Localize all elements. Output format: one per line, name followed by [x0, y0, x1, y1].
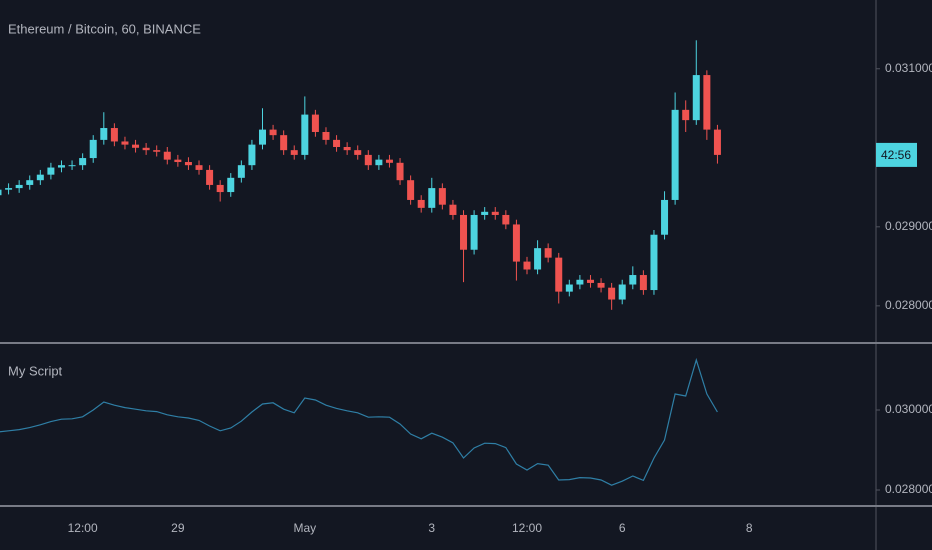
- indicator-title: My Script: [8, 363, 63, 378]
- price-label-box: [876, 142, 917, 167]
- candle-body: [385, 159, 393, 163]
- candle-body: [671, 109, 679, 200]
- y-tick-label: 0.031000: [885, 61, 932, 75]
- candle-body: [449, 204, 457, 215]
- candle-body: [89, 139, 97, 159]
- candle-body: [280, 135, 288, 151]
- candle-body: [121, 141, 129, 145]
- candle-body: [650, 234, 658, 291]
- candle-body: [502, 214, 510, 225]
- candle-body: [110, 128, 118, 142]
- candle-body: [438, 188, 446, 205]
- candle-body: [195, 165, 203, 170]
- candle-body: [311, 114, 319, 132]
- candle-body: [343, 147, 351, 151]
- x-tick-label: 6: [619, 521, 626, 535]
- candle-body: [132, 144, 140, 148]
- candle-body: [184, 162, 192, 166]
- candle-body: [142, 147, 150, 151]
- candle-body: [481, 211, 489, 215]
- candle-body: [396, 162, 404, 181]
- x-tick-label: May: [293, 521, 316, 535]
- candle-body: [629, 275, 637, 285]
- candle-body: [26, 180, 34, 185]
- candle-body: [5, 188, 13, 190]
- candle-body: [290, 150, 298, 155]
- y-tick-label: 0.030000: [885, 402, 932, 416]
- x-tick-label: 12:00: [512, 521, 542, 535]
- candle-body: [491, 211, 499, 215]
- candle-body: [364, 154, 372, 166]
- candle-body: [682, 109, 690, 121]
- candle-body: [692, 75, 700, 121]
- candle-body: [79, 158, 87, 166]
- price-label: 42:56: [881, 148, 911, 162]
- candle-body: [163, 151, 171, 160]
- candle-body: [618, 284, 626, 300]
- candle-body: [703, 75, 711, 130]
- y-tick-label: 0.028000: [885, 482, 932, 496]
- candle-body: [301, 114, 309, 155]
- candle-body: [322, 131, 330, 140]
- candle-body: [586, 279, 594, 283]
- candle-body: [354, 150, 362, 155]
- candle-body: [544, 248, 552, 258]
- candle-body: [565, 284, 573, 292]
- candle-body: [0, 189, 2, 196]
- chart-title: Ethereum / Bitcoin, 60, BINANCE: [8, 21, 201, 36]
- candle-body: [237, 165, 245, 178]
- candle-body: [227, 177, 235, 193]
- candle-body: [68, 165, 76, 167]
- candle-body: [428, 188, 436, 208]
- candle-body: [534, 248, 542, 270]
- candle-body: [174, 159, 182, 163]
- candle-body: [375, 159, 383, 166]
- candle-body: [512, 224, 520, 262]
- candle-body: [661, 199, 669, 235]
- candle-body: [608, 287, 616, 300]
- candle-body: [460, 214, 468, 250]
- candle-body: [407, 180, 415, 200]
- x-tick-label: 8: [746, 521, 753, 535]
- candle-body: [15, 184, 23, 189]
- candle-body: [248, 144, 256, 166]
- candle-body: [333, 139, 341, 147]
- x-tick-label: 3: [428, 521, 435, 535]
- candle-body: [597, 282, 605, 288]
- indicator-line: [0, 357, 718, 486]
- x-tick-label: 29: [171, 521, 185, 535]
- candle-body: [57, 165, 65, 168]
- candle-body: [47, 167, 55, 175]
- candle-body: [36, 174, 44, 181]
- candle-body: [713, 129, 721, 155]
- candle-body: [153, 150, 161, 152]
- candle-body: [470, 214, 478, 250]
- candle-body: [576, 279, 584, 285]
- y-tick-label: 0.028000: [885, 298, 932, 312]
- candle-body: [259, 129, 266, 145]
- x-tick-label: 12:00: [68, 521, 98, 535]
- candle-body: [100, 128, 108, 140]
- y-tick-label: 0.029000: [885, 219, 932, 233]
- candle-body: [417, 199, 425, 208]
- candle-body: [269, 129, 277, 136]
- candle-body: [639, 275, 647, 291]
- candle-body: [523, 261, 531, 270]
- candle-body: [216, 184, 224, 193]
- candle-body: [555, 257, 563, 292]
- candle-body: [206, 169, 214, 185]
